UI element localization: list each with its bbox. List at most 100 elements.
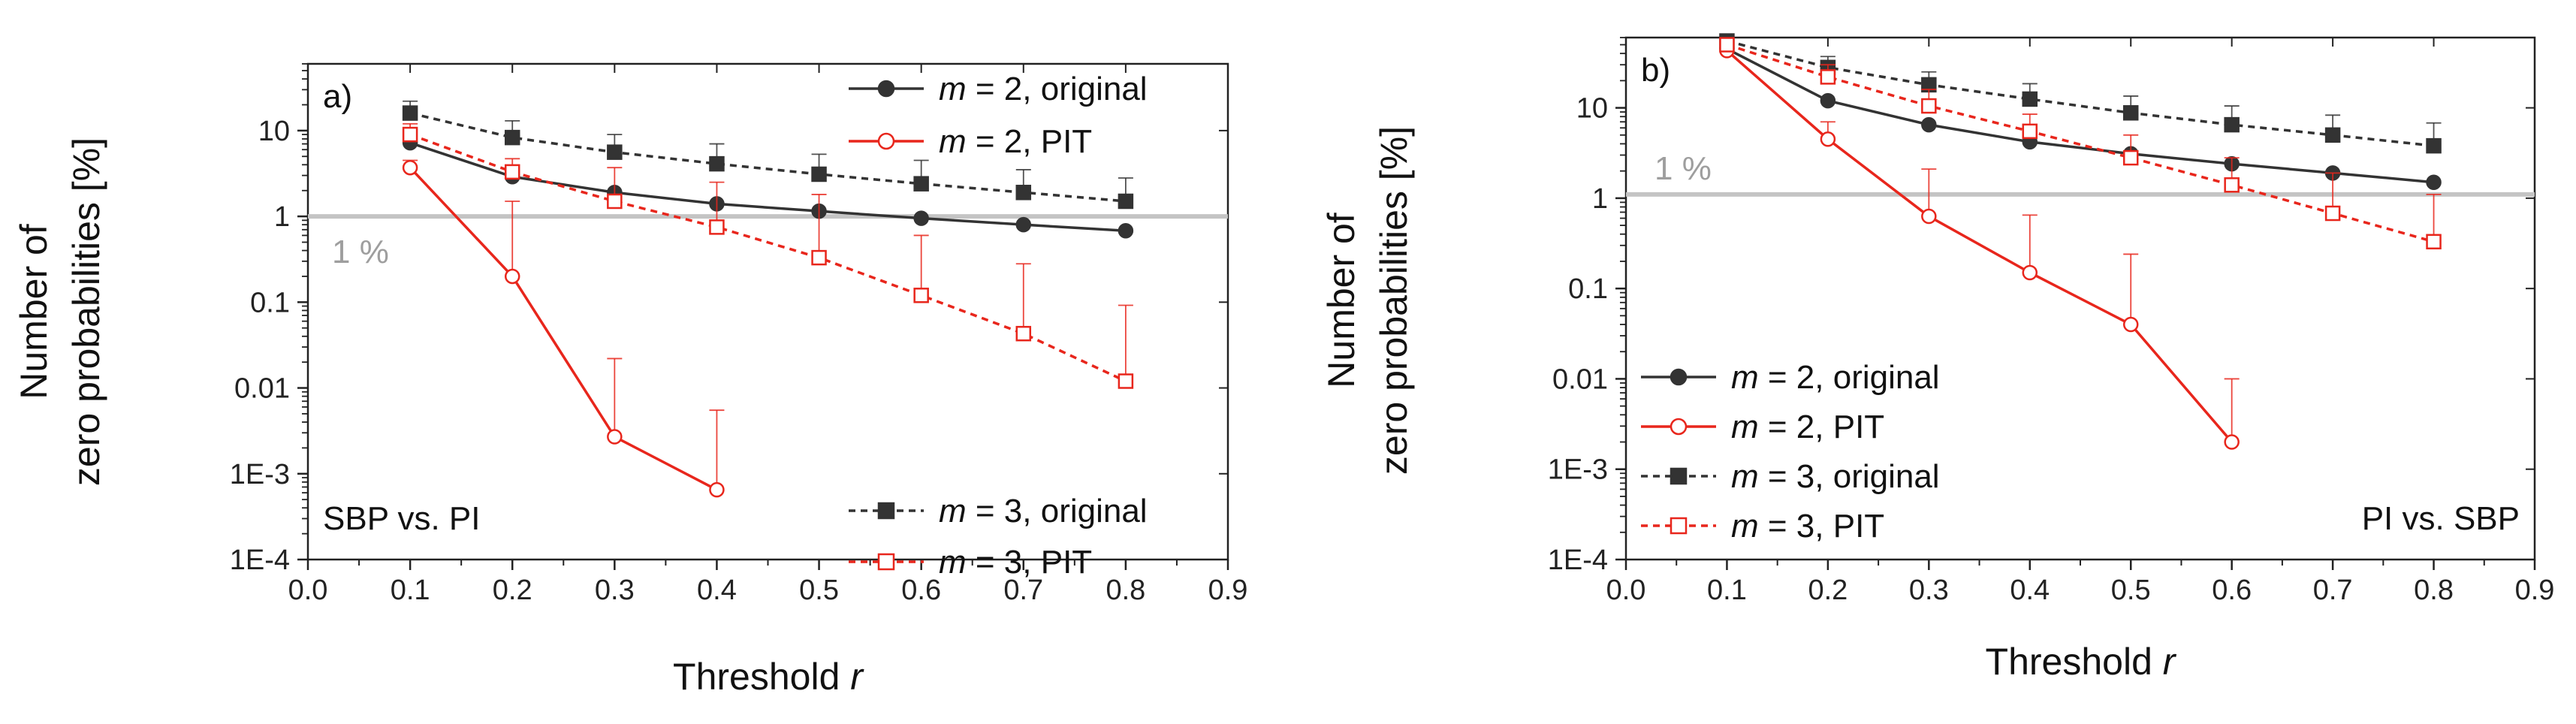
series-3: [402, 100, 1134, 210]
x-tick-label: 0.3: [1909, 575, 1949, 606]
x-axis-title-var: r: [850, 656, 864, 698]
x-tick-label: 0.2: [493, 575, 532, 606]
y-axis-title-line1: Number of: [13, 224, 55, 400]
data-point: [1921, 98, 1937, 114]
legend-label-text: = 2, PIT: [967, 123, 1093, 160]
series-line: [1727, 39, 2434, 147]
data-point: [811, 166, 827, 183]
reference-line-label: 1 %: [332, 234, 389, 270]
y-tick-label: 1: [1592, 183, 1608, 215]
series-line: [409, 111, 1127, 203]
data-point: [913, 176, 929, 192]
x-tick-label: 0.7: [1003, 575, 1043, 606]
legend-label: m = 3, PIT: [939, 544, 1092, 581]
legend-label: m = 3, PIT: [1731, 508, 1884, 545]
data-point: [1118, 222, 1134, 239]
legend-marker: [877, 553, 895, 571]
data-point: [2426, 234, 2442, 250]
x-axis-title-text: Threshold: [1986, 641, 2163, 683]
data-point: [1015, 216, 1032, 233]
data-point: [1118, 193, 1134, 210]
data-point: [2224, 434, 2240, 450]
data-point: [2122, 149, 2139, 166]
data-point: [1820, 69, 1836, 85]
legend-label: m = 2, PIT: [1731, 409, 1884, 445]
legend-marker: [1670, 368, 1688, 386]
legend-bottom-right: m = 3, original m = 3, PIT: [849, 493, 1148, 581]
legend-label-text: = 2, PIT: [1759, 409, 1885, 445]
data-point: [811, 249, 827, 266]
x-tick-label: 0.0: [1606, 575, 1646, 606]
x-tick-label: 0.2: [1808, 575, 1848, 606]
x-tick-label: 0.5: [2111, 575, 2151, 606]
y-tick-label: 0.01: [234, 373, 290, 405]
panel-annotation: PI vs. SBP: [2362, 500, 2520, 537]
reference-line-label: 1 %: [1654, 150, 1712, 187]
x-tick-label: 0.9: [2515, 575, 2555, 606]
x-tick-label: 0.5: [799, 575, 839, 606]
panel-a: 0.0 0.1 0.2 0.3 0.4 0.5 0.6 0.7 0.8 0.9 1E-4 1E-3 0.…: [13, 62, 1247, 698]
data-point: [913, 288, 929, 303]
x-tick-label: 0.6: [901, 575, 941, 606]
legend-marker: [877, 132, 895, 150]
panel-annotation: SBP vs. PI: [323, 500, 481, 537]
legend-label-var: m: [1731, 359, 1759, 396]
data-point: [2426, 174, 2442, 190]
x-axis-title: Threshold r: [673, 656, 864, 698]
data-point: [1015, 185, 1032, 201]
y-tick-label: 10: [258, 116, 290, 147]
y-tick-label: 1: [274, 201, 290, 233]
data-point: [2224, 177, 2240, 193]
data-point: [504, 268, 520, 285]
data-point: [1921, 208, 1937, 225]
series-line: [1726, 43, 2435, 243]
legend-label: m = 2, PIT: [939, 123, 1092, 160]
series-4: [402, 122, 1134, 389]
data-point: [2122, 105, 2139, 121]
x-axis-title-var: r: [2163, 641, 2177, 683]
legend-marker: [1670, 418, 1688, 436]
legend-label-var: m: [1731, 409, 1759, 445]
data-point: [2022, 123, 2038, 140]
data-point: [2022, 264, 2038, 281]
legend-label: m = 3, original: [939, 493, 1148, 529]
data-point: [402, 126, 418, 143]
data-point: [607, 429, 623, 445]
data-point: [504, 129, 520, 146]
legend-marker: [877, 80, 895, 98]
y-axis-title-line1: Number of: [1320, 213, 1362, 388]
legend-label-var: m: [939, 71, 967, 107]
data-point: [2022, 91, 2038, 107]
series-line: [409, 133, 1127, 383]
x-tick-label: 0.8: [1106, 575, 1145, 606]
legend-label-text: = 3, PIT: [1759, 508, 1885, 545]
y-tick-label: 10: [1576, 93, 1608, 125]
legend-label-var: m: [939, 544, 967, 581]
data-point: [2122, 316, 2139, 333]
x-tick-label: 0.1: [391, 575, 430, 606]
data-point: [1820, 131, 1836, 147]
data-point: [607, 144, 623, 160]
x-tick-label: 0.6: [2212, 575, 2252, 606]
y-tick-label: 0.1: [1568, 273, 1608, 305]
data-point: [504, 164, 520, 180]
legend-label: m = 2, original: [939, 71, 1148, 107]
data-point: [402, 159, 418, 176]
series-line: [1726, 50, 2233, 443]
legend-label: m = 3, original: [1731, 458, 1940, 495]
x-tick-label: 0.4: [697, 575, 737, 606]
x-tick-label: 0.0: [288, 575, 328, 606]
x-axis-title-text: Threshold: [673, 656, 850, 698]
data-point: [1015, 325, 1032, 342]
data-point: [607, 193, 623, 210]
legend-label: m = 2, original: [1731, 359, 1940, 396]
legend-label-text: = 3, PIT: [967, 544, 1093, 581]
series-4: [1719, 37, 2442, 250]
legend-marker: [1670, 517, 1688, 535]
legend-label-var: m: [1731, 508, 1759, 545]
legend-label-text: = 3, original: [967, 493, 1148, 529]
y-axis-title-line2: zero probabilities [%]: [1373, 126, 1415, 475]
